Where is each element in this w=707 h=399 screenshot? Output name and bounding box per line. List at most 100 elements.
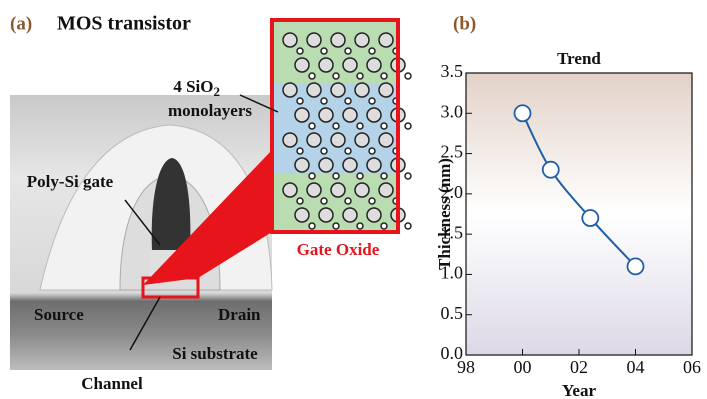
atom — [355, 83, 369, 97]
atom — [321, 98, 327, 104]
atom — [357, 223, 363, 229]
atom — [295, 158, 309, 172]
atom — [357, 173, 363, 179]
atom — [297, 198, 303, 204]
atom — [369, 198, 375, 204]
atom — [309, 123, 315, 129]
atom — [333, 223, 339, 229]
atom — [343, 58, 357, 72]
atom — [369, 98, 375, 104]
x-tick-label: 98 — [457, 357, 475, 377]
atom — [333, 123, 339, 129]
marker — [515, 105, 531, 121]
plot-area — [466, 73, 692, 355]
atom — [319, 108, 333, 122]
atom — [345, 148, 351, 154]
marker — [543, 162, 559, 178]
atom — [309, 73, 315, 79]
annotation: monolayers — [168, 101, 252, 120]
atom — [367, 58, 381, 72]
atom — [319, 208, 333, 222]
atom — [319, 58, 333, 72]
x-tick-label: 00 — [514, 357, 532, 377]
x-tick-label: 06 — [683, 357, 701, 377]
atom — [345, 98, 351, 104]
atom — [295, 58, 309, 72]
atom — [355, 183, 369, 197]
atom — [331, 133, 345, 147]
atom — [345, 198, 351, 204]
atom — [367, 208, 381, 222]
figure: (a) MOS transistor 4 SiO2 monolayers Pol… — [0, 0, 707, 399]
panel-title: MOS transistor — [57, 13, 191, 35]
oxide-inset — [272, 20, 411, 232]
panel-label: (b) — [453, 13, 476, 34]
atom — [307, 33, 321, 47]
atom — [343, 208, 357, 222]
atom — [367, 158, 381, 172]
atom — [379, 33, 393, 47]
marker — [582, 210, 598, 226]
atom — [309, 173, 315, 179]
page: (a) MOS transistor 4 SiO2 monolayers Pol… — [0, 0, 707, 399]
atom — [283, 33, 297, 47]
atom — [331, 183, 345, 197]
y-axis-label: Thickness (nm) — [435, 158, 454, 270]
y-tick-label: 3.0 — [441, 101, 464, 121]
atom — [297, 148, 303, 154]
atom — [297, 48, 303, 54]
atom — [369, 148, 375, 154]
atom — [379, 133, 393, 147]
atom — [297, 98, 303, 104]
atom — [319, 158, 333, 172]
atom — [321, 48, 327, 54]
atom — [405, 123, 411, 129]
atom — [357, 73, 363, 79]
atom — [321, 198, 327, 204]
atom — [283, 83, 297, 97]
atom — [307, 183, 321, 197]
atom — [333, 73, 339, 79]
chart-title: Trend — [557, 49, 601, 68]
x-tick-label: 04 — [627, 357, 645, 377]
y-tick-label: 1.5 — [441, 222, 464, 242]
annotation: Si substrate — [172, 344, 258, 363]
atom — [367, 108, 381, 122]
atom — [295, 108, 309, 122]
y-tick-label: 3.5 — [441, 61, 464, 81]
y-tick-label: 2.0 — [441, 182, 464, 202]
atom — [307, 83, 321, 97]
atom — [309, 223, 315, 229]
y-tick-label: 2.5 — [441, 142, 464, 162]
atom — [295, 208, 309, 222]
annotation: Source — [34, 305, 84, 324]
atom — [405, 173, 411, 179]
atom — [345, 48, 351, 54]
atom — [405, 223, 411, 229]
atom — [331, 83, 345, 97]
atom — [381, 73, 387, 79]
atom — [369, 48, 375, 54]
atom — [283, 183, 297, 197]
y-tick-label: 1.0 — [441, 263, 464, 283]
atom — [321, 148, 327, 154]
atom — [357, 123, 363, 129]
atom — [355, 33, 369, 47]
atom — [381, 223, 387, 229]
atom — [283, 133, 297, 147]
annotation: 4 SiO — [173, 77, 213, 96]
annotation: 2 — [214, 84, 221, 99]
atom — [343, 108, 357, 122]
panel-label: (a) — [10, 13, 32, 34]
y-tick-label: 0.5 — [441, 303, 464, 323]
x-axis-label: Year — [562, 381, 596, 399]
atom — [331, 33, 345, 47]
x-tick-label: 02 — [570, 357, 588, 377]
atom — [381, 173, 387, 179]
atom — [355, 133, 369, 147]
atom — [405, 73, 411, 79]
annotation: Gate Oxide — [297, 240, 380, 259]
annotation: Drain — [218, 305, 261, 324]
annotation: Poly-Si gate — [27, 172, 114, 191]
marker — [628, 258, 644, 274]
